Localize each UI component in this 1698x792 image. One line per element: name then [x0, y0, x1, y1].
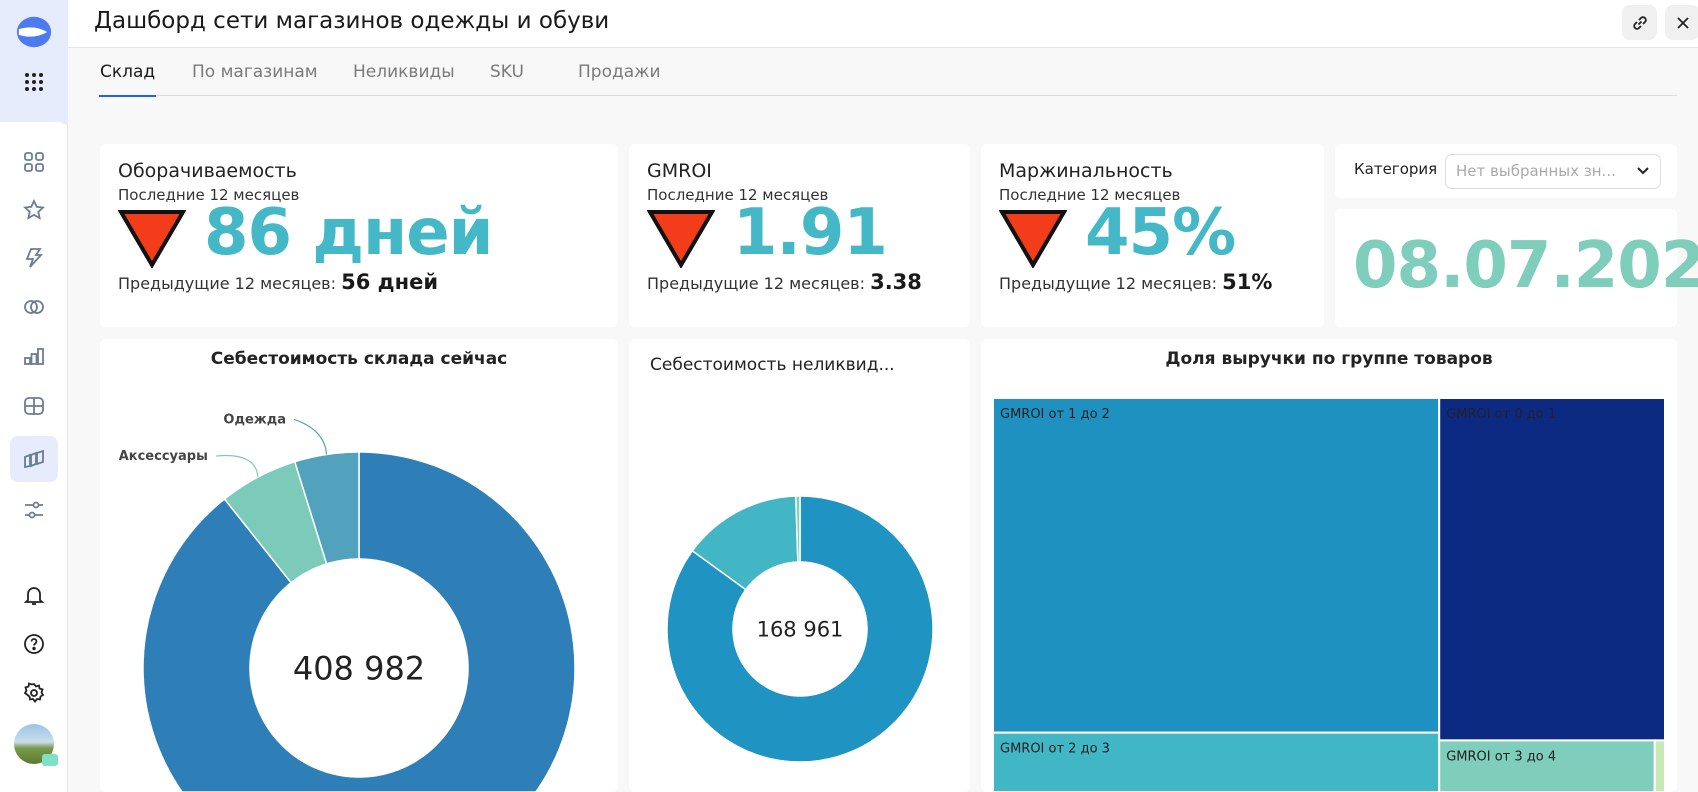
kpi-card-turnover: Оборачиваемость Последние 12 месяцев 86 … [100, 144, 618, 327]
kpi-title: Оборачиваемость [118, 160, 297, 182]
treemap-label: GMROI от 0 до 1 [1446, 407, 1556, 422]
tab-sklad[interactable]: Склад [98, 62, 157, 97]
help-icon[interactable] [14, 624, 54, 664]
kpi-subtitle: Последние 12 месяцев [647, 186, 829, 204]
bell-icon[interactable] [14, 575, 54, 615]
trend-down-icon [999, 210, 1067, 268]
bolt-icon[interactable] [14, 238, 54, 278]
sidebar [0, 0, 68, 792]
donut-slice [142, 451, 576, 792]
tab-sku[interactable]: SKU [490, 62, 524, 82]
page-title: Дашборд сети магазинов одежды и обуви [94, 8, 610, 34]
chevron-down-icon [1637, 167, 1649, 175]
revenue-treemap: GMROI от 1 до 2 GMROI от 2 до 3 GMROI от 0… [992, 397, 1667, 792]
stock-cost-donut: Аксессуары Одежда 408 982 [119, 412, 576, 792]
kpi-prev-value: 56 дней [341, 270, 439, 294]
date-card: 08.07.2024 [1335, 209, 1698, 327]
settings-sliders-icon[interactable] [14, 490, 54, 530]
treemap-cell [1438, 739, 1656, 792]
kpi-card-gmroi: GMROI Последние 12 месяцев 1.91 Предыдущ… [629, 144, 970, 327]
kpi-value: 45% [1085, 196, 1236, 270]
star-icon[interactable] [14, 190, 54, 230]
charts-icon[interactable] [14, 336, 54, 376]
treemap-cell [1653, 739, 1667, 792]
trend-down-icon [118, 210, 186, 268]
treemap-label: GMROI от 1 до 2 [1000, 407, 1110, 422]
category-filter-card: Категория Нет выбранных зн... [1335, 144, 1677, 198]
kpi-prev-label: Предыдущие 12 месяцев: [999, 274, 1217, 293]
kpi-value: 86 дней [204, 196, 493, 270]
chart-title: Себестоимость неликвид... [650, 355, 895, 375]
kpi-card-margin: Маржинальность Последние 12 месяцев 45% … [981, 144, 1324, 327]
label-connector [215, 454, 259, 478]
category-label: Категория [1354, 160, 1438, 178]
tab-bar: Склад По магазинам Неликвиды SKU Продажи [98, 48, 1677, 97]
donut-slice [293, 451, 360, 565]
kpi-previous: Предыдущие 12 месяцев: 3.38 [647, 270, 922, 294]
header: Дашборд сети магазинов одежды и обуви [68, 0, 1698, 48]
treemap-label: GMROI от 3 до 4 [1446, 749, 1556, 764]
chart-title: Доля выручки по группе товаров [1165, 349, 1493, 369]
link-icon [1632, 15, 1647, 30]
kpi-title: GMROI [647, 160, 712, 182]
category-placeholder: Нет выбранных зн... [1456, 162, 1616, 180]
logo[interactable] [14, 12, 54, 52]
close-icon [1676, 16, 1689, 29]
gear-icon[interactable] [14, 673, 54, 713]
label-connector [293, 418, 328, 455]
kpi-prev-label: Предыдущие 12 месяцев: [118, 274, 336, 293]
kpi-title: Маржинальность [999, 160, 1173, 182]
kpi-value: 1.91 [733, 196, 888, 270]
donut-center-value: 168 961 [757, 618, 844, 642]
report-date: 08.07.2024 [1353, 229, 1698, 303]
kpi-subtitle: Последние 12 месяцев [118, 186, 300, 204]
kpi-prev-value: 3.38 [870, 270, 922, 294]
kpi-previous: Предыдущие 12 месяцев: 51% [999, 270, 1272, 294]
chart-title: Себестоимость склада сейчас [210, 349, 508, 369]
workbooks-icon[interactable] [10, 436, 58, 482]
kpi-previous: Предыдущие 12 месяцев: 56 дней [118, 270, 438, 294]
sidebar-wave [0, 96, 68, 126]
kpi-prev-label: Предыдущие 12 месяцев: [647, 274, 865, 293]
avatar[interactable] [14, 724, 58, 766]
tab-nelikvidy[interactable]: Неликвиды [353, 62, 455, 82]
kpi-subtitle: Последние 12 месяцев [999, 186, 1181, 204]
datasets-icon[interactable] [14, 386, 54, 426]
donut-slice [795, 495, 801, 563]
treemap-cell [992, 397, 1441, 734]
treemap-label: GMROI от 2 до 3 [1000, 742, 1110, 757]
treemap-cell [992, 731, 1441, 792]
dashboards-icon[interactable] [14, 142, 54, 182]
apps-grid-icon[interactable] [14, 62, 54, 102]
chart-card-revenue-share: Доля выручки по группе товаров GMROI от … [981, 339, 1677, 792]
category-select[interactable]: Нет выбранных зн... [1445, 154, 1661, 189]
tab-po-magazinam[interactable]: По магазинам [192, 62, 318, 82]
illiquid-cost-donut: 168 961 [666, 495, 934, 763]
tab-prodazhi[interactable]: Продажи [578, 62, 661, 82]
treemap-cell [1438, 397, 1667, 742]
slice-label: Аксессуары [119, 449, 208, 464]
close-button[interactable] [1665, 5, 1698, 40]
connections-icon[interactable] [14, 287, 54, 327]
trend-down-icon [647, 210, 715, 268]
copy-link-button[interactable] [1622, 5, 1657, 40]
chart-card-illiquid-cost: Себестоимость неликвид... 168 961 [629, 339, 970, 792]
slice-label: Одежда [223, 412, 286, 427]
donut-center-value: 408 982 [293, 650, 425, 688]
kpi-prev-value: 51% [1222, 270, 1273, 294]
chart-card-stock-cost: Себестоимость склада сейчас Аксессуары Од… [100, 339, 618, 792]
